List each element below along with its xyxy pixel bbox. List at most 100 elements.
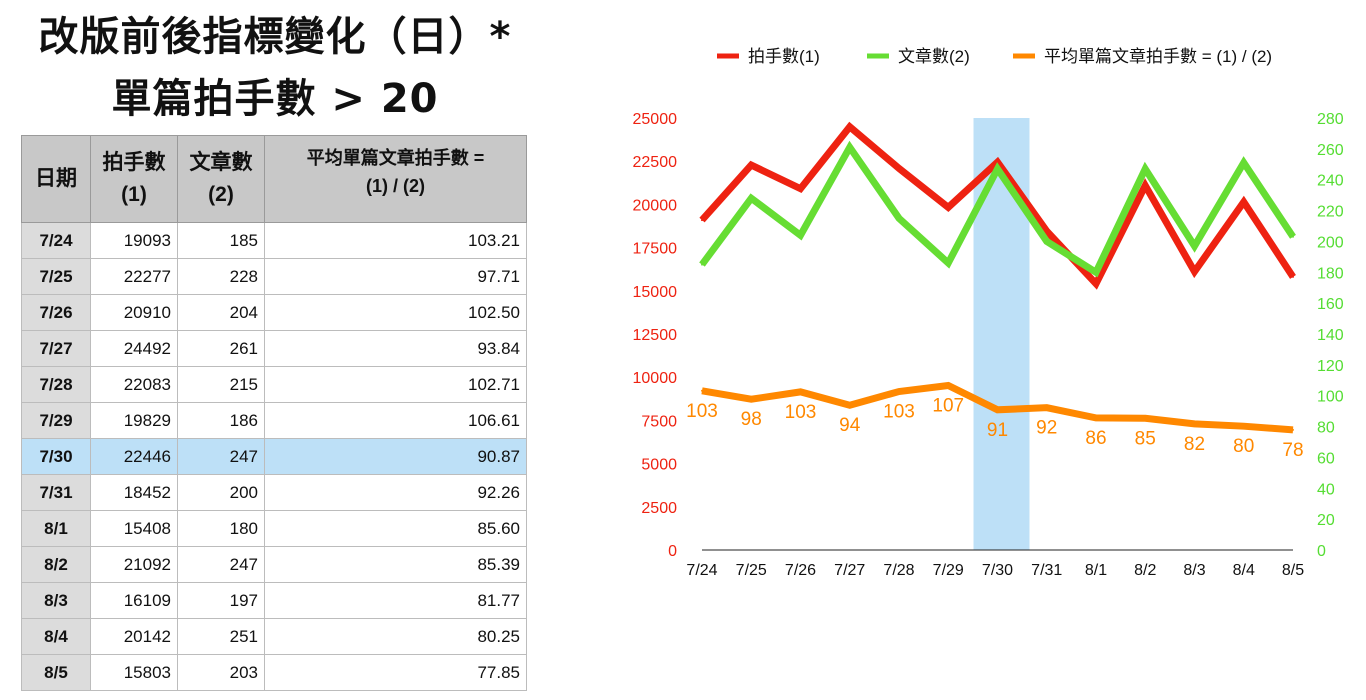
y-right-tick-label: 220 (1317, 204, 1344, 221)
data-label: 94 (839, 415, 861, 436)
y-left-tick-label: 2500 (641, 500, 677, 517)
cell-average: 77.85 (264, 654, 527, 691)
data-point (996, 167, 999, 170)
data-label: 98 (741, 409, 762, 430)
data-point (701, 263, 703, 266)
cell-date: 7/31 (21, 474, 91, 511)
data-point (1292, 428, 1294, 431)
x-tick-label: 8/5 (1282, 562, 1304, 579)
data-point (1045, 406, 1048, 409)
x-tick-label: 8/4 (1233, 562, 1255, 579)
cell-average: 85.39 (264, 546, 527, 583)
cell-claps: 24492 (90, 330, 178, 367)
table-row: 7/27 24492 261 93.84 (21, 330, 527, 367)
data-point (1045, 240, 1048, 243)
x-tick-label: 7/26 (785, 562, 816, 579)
data-point (1292, 275, 1294, 278)
cell-average: 106.61 (264, 402, 527, 439)
cell-claps: 16109 (90, 582, 178, 619)
cell-average: 85.60 (264, 510, 527, 547)
data-label: 78 (1282, 440, 1303, 461)
table-header-row: 日期 拍手數 (1) 文章數 (2) 平均單篇文章拍手數 = (1) / (2) (21, 135, 527, 223)
cell-date: 7/30 (21, 438, 91, 475)
data-label: 82 (1184, 434, 1205, 455)
data-point (1144, 167, 1147, 170)
y-left-tick-label: 7500 (641, 413, 677, 430)
cell-average: 102.50 (264, 294, 527, 331)
cell-articles: 228 (177, 258, 265, 295)
data-point (898, 390, 900, 393)
cell-claps: 19829 (90, 402, 178, 439)
y-right-tick-label: 120 (1317, 358, 1344, 375)
x-tick-label: 7/30 (982, 562, 1013, 579)
cell-articles: 186 (177, 402, 265, 439)
cell-claps: 20910 (90, 294, 178, 331)
x-tick-label: 7/29 (933, 562, 964, 579)
data-point (1144, 184, 1147, 187)
cell-average: 92.26 (264, 474, 527, 511)
x-tick-label: 7/25 (736, 562, 767, 579)
cell-articles: 261 (177, 330, 265, 367)
cell-articles: 197 (177, 582, 265, 619)
table-row: 7/29 19829 186 106.61 (21, 402, 527, 439)
cell-articles: 185 (177, 222, 265, 259)
data-point (1144, 417, 1147, 420)
data-point (701, 219, 703, 222)
header-date: 日期 (21, 135, 91, 223)
cell-claps: 15408 (90, 510, 178, 547)
data-point (799, 390, 802, 393)
y-left-tick-label: 22500 (633, 154, 678, 171)
data-point (799, 234, 802, 237)
y-left-tick-label: 25000 (633, 111, 678, 128)
y-left-tick-label: 15000 (633, 284, 678, 301)
data-point (898, 167, 900, 170)
data-label: 103 (686, 401, 718, 422)
cell-claps: 22446 (90, 438, 178, 475)
cell-average: 97.71 (264, 258, 527, 295)
cell-claps: 21092 (90, 546, 178, 583)
data-point (1242, 161, 1245, 164)
cell-date: 8/2 (21, 546, 91, 583)
cell-articles: 203 (177, 654, 265, 691)
y-left-tick-label: 12500 (633, 327, 678, 344)
cell-date: 8/1 (21, 510, 91, 547)
table-row: 8/4 20142 251 80.25 (21, 618, 527, 655)
legend-label: 文章數(2) (898, 47, 970, 66)
data-point (1095, 282, 1097, 285)
x-tick-label: 8/3 (1183, 562, 1205, 579)
data-point (1242, 200, 1245, 203)
legend-label: 平均單篇文章拍手數 = (1) / (2) (1044, 47, 1272, 66)
table-row: 7/30 22446 247 90.87 (21, 438, 527, 475)
data-point (848, 146, 851, 149)
x-tick-label: 7/31 (1031, 562, 1062, 579)
x-tick-label: 8/2 (1134, 562, 1156, 579)
data-point (848, 125, 851, 128)
data-label: 85 (1135, 428, 1156, 449)
data-point (1095, 416, 1097, 419)
data-point (750, 398, 753, 401)
cell-claps: 15803 (90, 654, 178, 691)
cell-date: 7/24 (21, 222, 91, 259)
cell-articles: 200 (177, 474, 265, 511)
data-label: 91 (987, 420, 1008, 441)
header-claps: 拍手數 (1) (90, 135, 178, 223)
data-point (1095, 271, 1097, 274)
y-left-tick-label: 10000 (633, 370, 678, 387)
line-chart: 0 2500 5000 7500 10000 12500 15000 17500 20000 22… (633, 47, 1344, 579)
data-label: 107 (932, 396, 964, 417)
data-label: 92 (1036, 418, 1057, 439)
data-point (1193, 270, 1196, 273)
y-right-tick-label: 100 (1317, 389, 1344, 406)
page-subtitle: 單篇拍手數 > 20 (111, 76, 439, 122)
cell-date: 7/28 (21, 366, 91, 403)
data-point (1242, 425, 1245, 428)
data-point (996, 408, 999, 411)
y-left-tick-label: 17500 (633, 241, 678, 258)
data-point (1193, 245, 1196, 248)
data-point (1045, 230, 1048, 233)
table-row: 7/25 22277 228 97.71 (21, 258, 527, 295)
cell-average: 80.25 (264, 618, 527, 655)
cell-average: 103.21 (264, 222, 527, 259)
table-row: 7/24 19093 185 103.21 (21, 222, 527, 259)
cell-articles: 215 (177, 366, 265, 403)
